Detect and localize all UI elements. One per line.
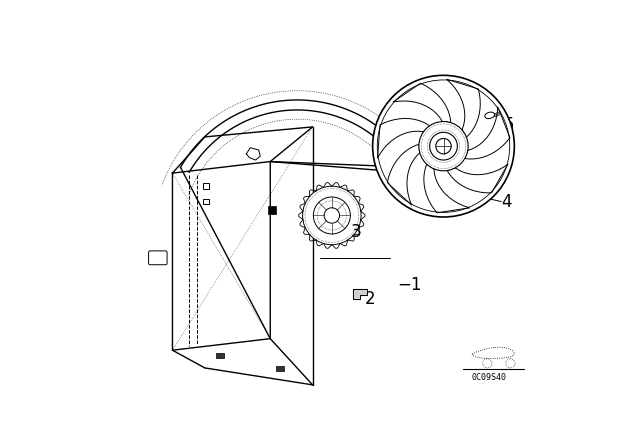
FancyBboxPatch shape <box>148 251 167 265</box>
Circle shape <box>372 75 515 217</box>
Bar <box>204 198 209 204</box>
Polygon shape <box>465 107 510 159</box>
Circle shape <box>419 121 468 171</box>
Circle shape <box>429 132 458 160</box>
Text: 5: 5 <box>504 116 514 134</box>
Bar <box>276 366 284 371</box>
Text: 2: 2 <box>365 289 376 308</box>
Polygon shape <box>393 83 451 123</box>
Bar <box>216 353 224 358</box>
Bar <box>268 206 276 214</box>
Text: 3: 3 <box>351 224 362 241</box>
Text: 4: 4 <box>501 193 512 211</box>
Polygon shape <box>387 144 420 205</box>
Bar <box>204 183 209 189</box>
Polygon shape <box>378 118 429 158</box>
Polygon shape <box>353 289 367 299</box>
Polygon shape <box>447 79 480 137</box>
Polygon shape <box>447 164 508 193</box>
Ellipse shape <box>485 112 495 119</box>
Text: 0C09S40: 0C09S40 <box>472 373 507 382</box>
Circle shape <box>303 186 361 245</box>
Polygon shape <box>424 164 470 213</box>
Text: −1: −1 <box>397 276 422 294</box>
Circle shape <box>436 138 451 154</box>
